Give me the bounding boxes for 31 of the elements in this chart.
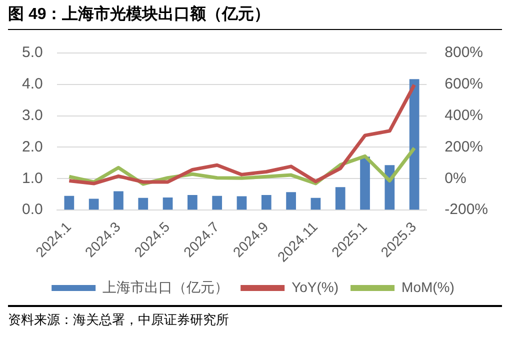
y2-tick-label: 600% [444, 76, 484, 93]
bar [88, 198, 99, 210]
bar [360, 156, 370, 210]
y2-tick-label: 0% [444, 170, 466, 187]
bar [64, 196, 74, 210]
bar [310, 198, 321, 210]
bar [286, 192, 296, 210]
bar [335, 187, 346, 210]
y2-tick-label: 800% [444, 44, 484, 62]
legend-label: YoY(%) [292, 278, 339, 295]
y-tick-label: 5.0 [22, 44, 43, 62]
chart-title: 图 49：上海市光模块出口额（亿元） [8, 4, 502, 30]
y-tick-label: 3.0 [22, 106, 43, 124]
bar [188, 194, 198, 210]
y2-tick-label: 200% [444, 138, 484, 156]
y2-tick-label: 400% [444, 106, 484, 124]
y-tick-label: 2.0 [22, 138, 43, 156]
y2-tick-label: -200% [444, 201, 488, 218]
bar [212, 196, 222, 210]
text: 资料来源：海关总署，中原证券研究所 [8, 312, 230, 329]
y-tick-label: 1.0 [22, 170, 43, 187]
bar [236, 196, 247, 210]
y-tick-label: 0.0 [22, 201, 43, 218]
bar [114, 191, 124, 210]
bar [162, 198, 173, 210]
legend-label: MoM(%) [402, 278, 454, 295]
bar [409, 79, 420, 210]
legend-label: 上海市出口（亿元） [102, 278, 229, 295]
y-tick-label: 4.0 [22, 76, 43, 93]
bar [138, 198, 148, 210]
bar [261, 194, 272, 210]
